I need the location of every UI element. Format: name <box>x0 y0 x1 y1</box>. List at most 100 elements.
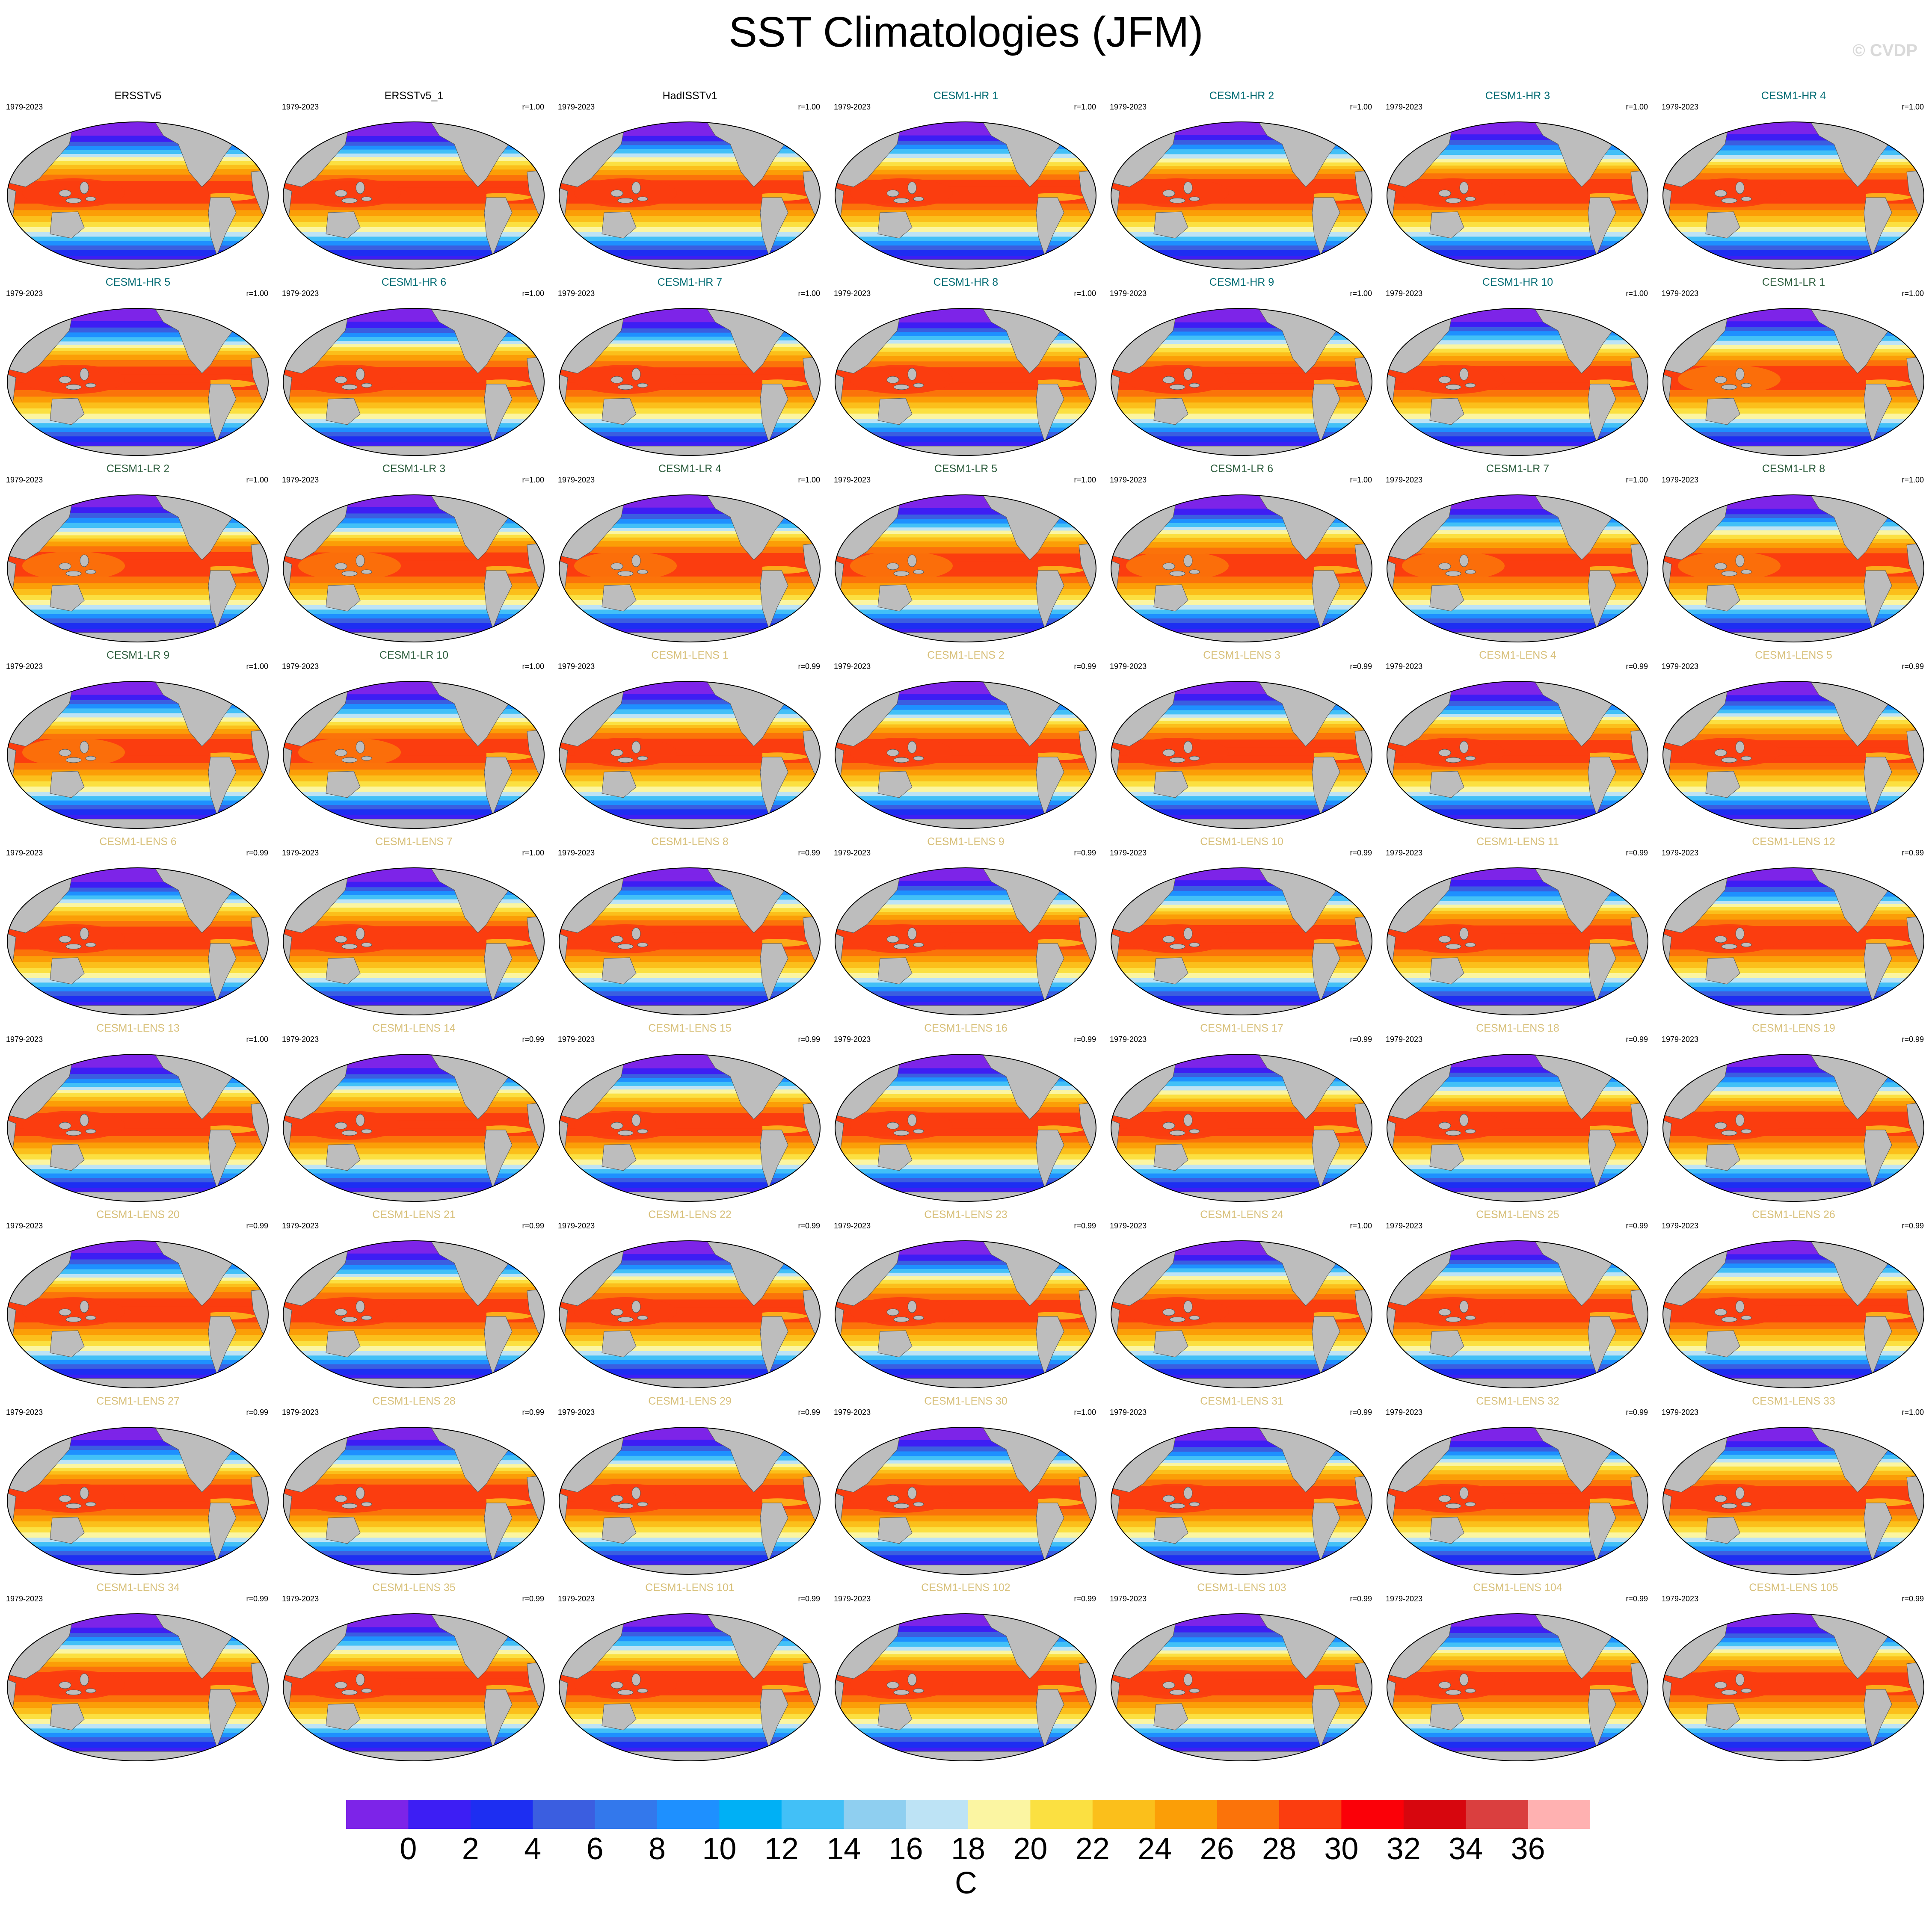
map-svg <box>1387 308 1648 456</box>
panel-title: CESM1-LR 5 <box>934 463 998 475</box>
land-mass <box>50 1330 85 1358</box>
colorbar-swatch <box>657 1800 720 1829</box>
island <box>356 927 365 940</box>
island <box>1162 1308 1175 1316</box>
land-mass <box>283 1192 544 1201</box>
panel-title: CESM1-LENS 101 <box>645 1582 735 1594</box>
island <box>361 196 372 201</box>
map-svg <box>835 1240 1096 1388</box>
island <box>1183 554 1193 567</box>
island <box>913 569 924 574</box>
map-svg <box>7 1613 269 1761</box>
land-mass <box>1663 819 1924 828</box>
island <box>361 1315 372 1320</box>
island <box>1714 562 1727 570</box>
map-outline <box>1662 867 1924 1015</box>
island <box>631 368 641 381</box>
land-mass <box>1068 868 1090 886</box>
map-outline <box>1387 1054 1648 1202</box>
panel-title: CESM1-HR 7 <box>657 276 723 288</box>
map-svg <box>1387 1054 1648 1202</box>
land-mass <box>1588 1130 1616 1189</box>
panel-title: CESM1-LENS 14 <box>372 1022 456 1034</box>
land-mass <box>208 384 237 443</box>
panel-title: CESM1-LENS 32 <box>1476 1395 1559 1407</box>
island <box>1162 189 1175 197</box>
island <box>80 927 89 940</box>
panel-title: CESM1-LENS 10 <box>1200 836 1283 848</box>
land-mass <box>1344 1427 1366 1446</box>
island <box>361 569 372 574</box>
panel-correlation: r=0.99 <box>1074 1594 1096 1603</box>
panel-correlation: r=0.99 <box>522 1408 544 1417</box>
sst-band <box>835 681 1096 686</box>
land-mass <box>208 197 237 256</box>
island <box>1162 1495 1175 1503</box>
island <box>1162 376 1175 384</box>
island <box>85 756 96 761</box>
land-mass <box>835 1378 1096 1388</box>
panel-correlation: r=0.99 <box>1350 1035 1372 1044</box>
map-panel: CESM1-LENS 5 1979-2023 r=0.99 <box>1656 649 1932 836</box>
land-mass <box>208 570 237 629</box>
map-svg <box>1387 121 1648 269</box>
panel-grid: ERSSTv5 1979-2023 ERSSTv5_1 1979-2023 r=1.00… <box>6 90 1932 1761</box>
land-mass <box>1153 1144 1188 1171</box>
map-svg <box>7 121 269 269</box>
panel-correlation: r=1.00 <box>1350 103 1372 111</box>
land-mass <box>877 1144 913 1171</box>
island <box>1714 935 1727 943</box>
panel-title: CESM1-HR 1 <box>933 90 999 102</box>
island <box>1189 1315 1200 1320</box>
island <box>1162 935 1175 943</box>
colorbar-tick-label: 30 <box>1324 1832 1359 1866</box>
land-mass <box>1068 1427 1090 1446</box>
island <box>1183 181 1193 194</box>
map-panel: CESM1-LENS 19 1979-2023 r=0.99 <box>1656 1022 1932 1209</box>
warm-pool <box>850 1297 953 1326</box>
map-panel: CESM1-LENS 4 1979-2023 r=0.99 <box>1380 649 1656 836</box>
island <box>907 927 917 940</box>
island <box>1721 384 1737 390</box>
panel-years: 1979-2023 <box>1110 1222 1147 1230</box>
map-svg <box>283 867 545 1015</box>
map-svg <box>283 308 545 456</box>
panel-title: CESM1-LENS 12 <box>1752 836 1835 848</box>
panel-title: CESM1-HR 2 <box>1209 90 1274 102</box>
island <box>913 1315 924 1320</box>
land-mass <box>1036 943 1064 1002</box>
map-svg <box>559 1613 821 1761</box>
map-svg <box>835 308 1096 456</box>
land-mass <box>1663 1751 1924 1761</box>
land-mass <box>1429 398 1464 425</box>
panel-title: CESM1-LENS 3 <box>1203 649 1280 661</box>
panel-title: CESM1-LENS 26 <box>1752 1209 1835 1221</box>
island <box>886 1122 899 1130</box>
map-svg <box>1387 494 1648 642</box>
map-outline <box>1111 1054 1372 1202</box>
land-mass <box>208 1503 237 1562</box>
island <box>1465 1315 1476 1320</box>
warm-pool <box>1678 1111 1781 1140</box>
panel-correlation: r=1.00 <box>522 662 544 671</box>
land-mass <box>602 211 637 239</box>
land-mass <box>792 1054 814 1073</box>
land-mass <box>1896 495 1918 513</box>
panel-years: 1979-2023 <box>834 103 871 111</box>
land-mass <box>1068 122 1090 140</box>
island <box>65 1316 82 1322</box>
colorbar-swatch <box>1217 1800 1280 1829</box>
land-mass <box>50 211 85 239</box>
panel-correlation: r=0.99 <box>522 1222 544 1230</box>
panel-years: 1979-2023 <box>834 1408 871 1417</box>
island <box>617 198 634 204</box>
panel-years: 1979-2023 <box>1662 1035 1699 1044</box>
colorbar-tick-label: 14 <box>827 1832 861 1866</box>
map-panel: CESM1-LENS 12 1979-2023 r=0.99 <box>1656 836 1932 1022</box>
land-mass <box>760 943 788 1002</box>
warm-pool <box>574 178 677 207</box>
land-mass <box>1588 1316 1616 1375</box>
land-mass <box>1068 1241 1090 1259</box>
island <box>886 189 899 197</box>
land-mass <box>1312 384 1340 443</box>
